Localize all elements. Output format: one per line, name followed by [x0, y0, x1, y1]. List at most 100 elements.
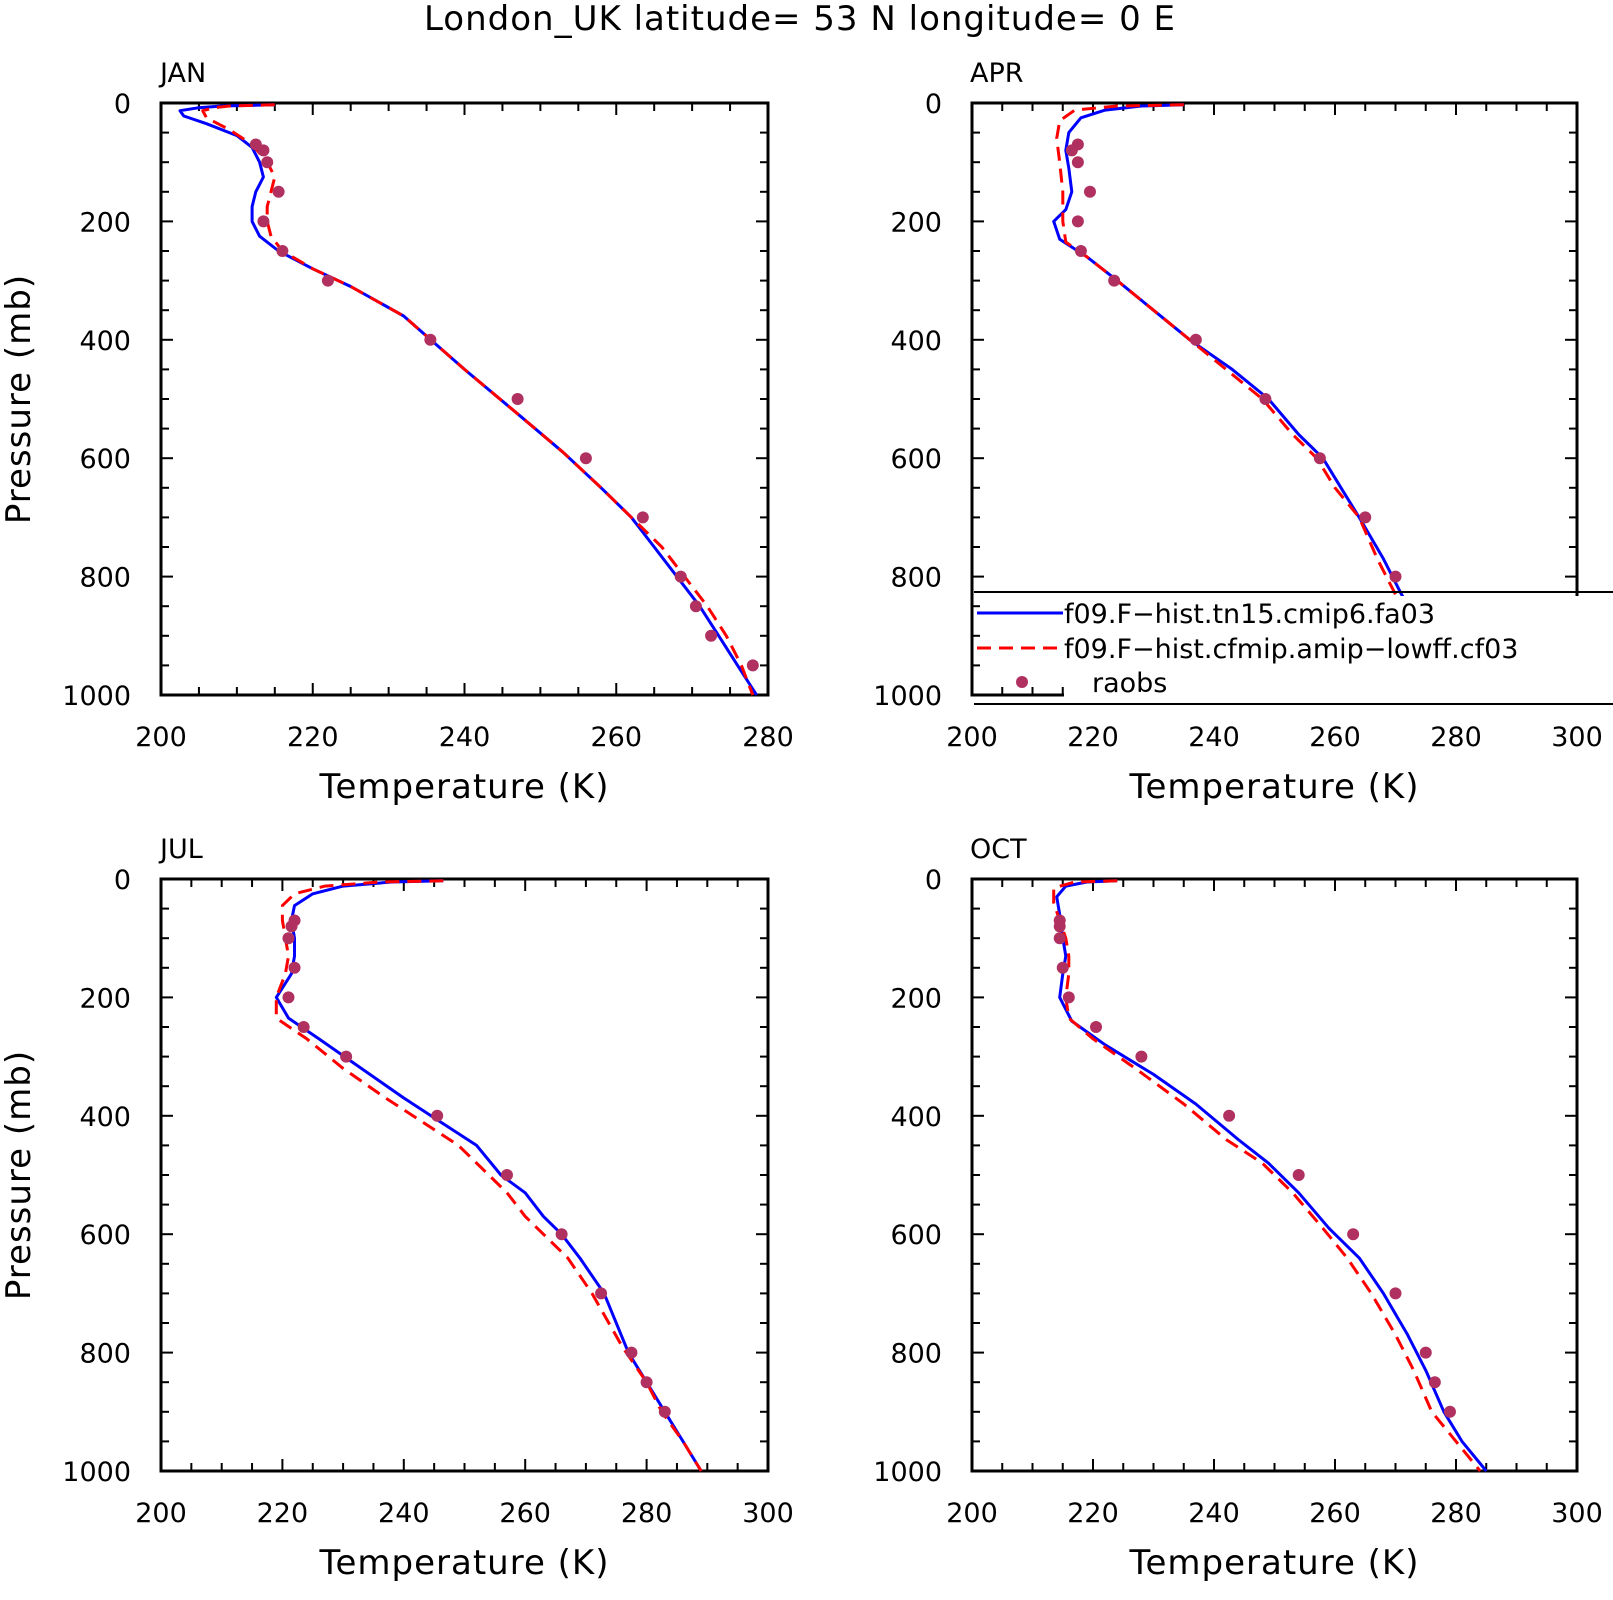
- x-tick-label: 280: [742, 722, 794, 753]
- y-tick-label: 0: [114, 865, 131, 896]
- y-tick-label: 600: [890, 444, 942, 475]
- raobs-point: [555, 1228, 568, 1241]
- raobs-point: [1062, 991, 1075, 1004]
- y-tick-label: 200: [890, 207, 942, 238]
- raobs-point: [1135, 1050, 1148, 1063]
- raobs-point: [257, 215, 270, 228]
- x-tick-label: 240: [1188, 722, 1240, 753]
- x-tick-label: 220: [1067, 722, 1119, 753]
- raobs-point: [261, 156, 274, 169]
- raobs-point: [500, 1169, 513, 1181]
- raobs-point: [1223, 1109, 1236, 1122]
- panel-label: APR: [970, 58, 1024, 89]
- raobs-point: [257, 144, 270, 157]
- raobs-point: [297, 1021, 310, 1033]
- y-tick-label: 1000: [873, 1457, 942, 1488]
- raobs-point: [272, 185, 285, 198]
- x-tick-label: 300: [1551, 722, 1603, 753]
- y-tick-label: 600: [890, 1220, 942, 1251]
- x-tick-label: 260: [1309, 1498, 1361, 1529]
- x-axis-label: Temperature (K): [318, 767, 609, 807]
- y-tick-label: 200: [890, 983, 942, 1014]
- y-tick-label: 800: [79, 563, 131, 594]
- raobs-point: [1056, 961, 1069, 974]
- x-axis-label: Temperature (K): [318, 1543, 609, 1583]
- y-tick-label: 0: [925, 865, 942, 896]
- series-line-model2: [1055, 103, 1470, 696]
- raobs-point: [689, 600, 702, 613]
- legend-swatch-marker: [1016, 676, 1028, 688]
- x-axis-label: Temperature (K): [1128, 1543, 1419, 1583]
- x-tick-label: 260: [499, 1498, 551, 1529]
- raobs-point: [1108, 274, 1121, 287]
- legend-label-model2: f09.F−hist.cfmip.amip−lowff.cf03: [1064, 634, 1518, 665]
- raobs-point: [1189, 333, 1202, 346]
- raobs-point: [625, 1346, 638, 1359]
- y-tick-label: 400: [890, 1102, 942, 1133]
- x-tick-label: 280: [1430, 1498, 1482, 1529]
- series-line-model2: [201, 103, 755, 696]
- series-line-model2: [274, 879, 703, 1472]
- x-tick-label: 220: [257, 1498, 309, 1529]
- x-tick-label: 240: [1188, 1498, 1240, 1529]
- y-tick-label: 200: [79, 207, 131, 238]
- y-tick-label: 400: [79, 326, 131, 357]
- raobs-point: [1071, 215, 1084, 228]
- series-line-model2: [1052, 879, 1482, 1472]
- raobs-point: [658, 1405, 671, 1418]
- plot-frame: [159, 101, 770, 697]
- series-line-model1: [1055, 879, 1488, 1472]
- raobs-point: [282, 991, 295, 1004]
- raobs-point: [1071, 156, 1084, 169]
- raobs-point: [640, 1376, 653, 1389]
- y-tick-label: 800: [890, 1339, 942, 1370]
- raobs-point: [1347, 1228, 1360, 1241]
- raobs-point: [282, 932, 295, 945]
- raobs-point: [1090, 1021, 1103, 1033]
- y-tick-label: 600: [79, 1220, 131, 1251]
- x-tick-label: 260: [1309, 722, 1361, 753]
- panel-label: JAN: [158, 58, 206, 89]
- panel-label: JUL: [158, 834, 203, 865]
- raobs-point: [276, 245, 289, 257]
- x-tick-label: 300: [1551, 1498, 1603, 1529]
- panel-label: OCT: [970, 834, 1027, 865]
- y-tick-label: 400: [890, 326, 942, 357]
- raobs-point: [285, 920, 298, 933]
- raobs-point: [1074, 245, 1087, 257]
- x-tick-label: 280: [1430, 722, 1482, 753]
- legend-label-raobs: raobs: [1092, 668, 1167, 699]
- y-tick-label: 1000: [62, 1457, 131, 1488]
- y-tick-label: 200: [79, 983, 131, 1014]
- x-tick-label: 260: [590, 722, 642, 753]
- y-axis-label: Pressure (mb): [0, 274, 39, 524]
- x-tick-label: 200: [946, 1498, 998, 1529]
- raobs-point: [1053, 920, 1066, 933]
- plot-frame: [159, 877, 770, 1473]
- raobs-point: [674, 570, 687, 583]
- raobs-point: [579, 452, 592, 465]
- y-tick-label: 1000: [62, 681, 131, 712]
- raobs-point: [1065, 144, 1078, 157]
- y-tick-label: 0: [925, 89, 942, 120]
- raobs-point: [1083, 185, 1096, 198]
- raobs-point: [1359, 511, 1372, 524]
- x-tick-label: 220: [1067, 1498, 1119, 1529]
- y-tick-label: 800: [890, 563, 942, 594]
- raobs-point: [1428, 1376, 1441, 1389]
- raobs-point: [1389, 570, 1402, 583]
- x-tick-label: 220: [287, 722, 339, 753]
- raobs-point: [1389, 1287, 1402, 1300]
- x-tick-label: 240: [378, 1498, 430, 1529]
- raobs-point: [1443, 1405, 1456, 1418]
- legend-text-backing: [1064, 596, 1613, 702]
- raobs-point: [431, 1109, 444, 1122]
- raobs-point: [321, 274, 334, 287]
- y-tick-label: 400: [79, 1102, 131, 1133]
- x-tick-label: 240: [439, 722, 491, 753]
- raobs-point: [636, 511, 649, 524]
- raobs-point: [511, 393, 524, 405]
